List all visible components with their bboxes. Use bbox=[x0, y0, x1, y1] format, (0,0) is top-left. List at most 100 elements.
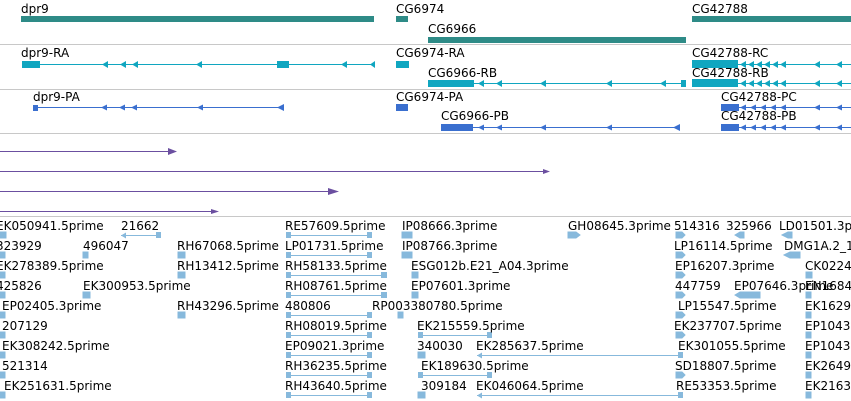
est-alignment[interactable] bbox=[0, 231, 7, 239]
transcript-cg42788-rb[interactable] bbox=[692, 79, 851, 87]
est-alignment[interactable] bbox=[0, 331, 6, 339]
est-label[interactable]: 325966 bbox=[726, 219, 772, 233]
insertion-feature[interactable] bbox=[0, 209, 219, 214]
est-label[interactable]: DMG1A.2_1 bbox=[784, 239, 851, 253]
est-alignment[interactable] bbox=[0, 291, 6, 299]
est-label[interactable]: EK285637.5prime bbox=[476, 339, 584, 353]
est-alignment[interactable] bbox=[567, 231, 581, 239]
est-alignment[interactable] bbox=[805, 291, 812, 299]
protein-label-cg6974-pa[interactable]: CG6974-PA bbox=[396, 90, 464, 104]
est-label[interactable]: EP1043 bbox=[805, 319, 851, 333]
est-label[interactable]: EK278389.5prime bbox=[0, 259, 104, 273]
est-alignment[interactable] bbox=[177, 271, 186, 279]
est-label[interactable]: EK046064.5prime bbox=[476, 379, 584, 393]
est-label[interactable]: IP08766.3prime bbox=[402, 239, 498, 253]
est-alignment[interactable] bbox=[418, 332, 492, 338]
est-label[interactable]: EN1684 bbox=[805, 279, 851, 293]
est-label[interactable]: EP07646.3prime bbox=[734, 279, 834, 293]
est-label[interactable]: 496047 bbox=[83, 239, 129, 253]
est-label[interactable]: EP02405.3prime bbox=[2, 299, 102, 313]
est-alignment[interactable] bbox=[418, 372, 492, 378]
est-alignment[interactable] bbox=[177, 311, 186, 319]
gene-span-cg42788[interactable] bbox=[692, 16, 851, 22]
est-label[interactable]: RH58133.5prime bbox=[285, 259, 387, 273]
est-alignment[interactable] bbox=[734, 231, 745, 239]
est-alignment[interactable] bbox=[0, 351, 6, 359]
est-label[interactable]: 425826 bbox=[0, 279, 42, 293]
est-alignment[interactable] bbox=[0, 311, 6, 319]
est-label[interactable]: RP003380780.5prime bbox=[372, 299, 503, 313]
est-label[interactable]: ESG012b.E21_A04.3prime bbox=[411, 259, 569, 273]
gene-label-dpr9[interactable]: dpr9 bbox=[21, 2, 49, 16]
est-label[interactable]: 21662 bbox=[121, 219, 160, 233]
est-label[interactable]: EK2649 bbox=[805, 359, 851, 373]
est-label[interactable]: 309184 bbox=[421, 379, 467, 393]
transcript-dpr9-ra[interactable] bbox=[22, 61, 375, 68]
insertion-feature[interactable] bbox=[0, 188, 339, 195]
est-alignment[interactable] bbox=[805, 311, 812, 319]
est-alignment[interactable] bbox=[417, 351, 426, 359]
est-label[interactable]: RH36235.5prime bbox=[285, 359, 387, 373]
protein-cg42788-pb[interactable] bbox=[721, 124, 851, 131]
est-label[interactable]: EP16207.3prime bbox=[675, 259, 775, 273]
protein-dpr9-pa[interactable] bbox=[33, 104, 284, 111]
est-alignment[interactable] bbox=[805, 351, 812, 359]
est-alignment[interactable] bbox=[286, 312, 372, 318]
est-alignment[interactable] bbox=[805, 371, 812, 379]
est-label[interactable]: 521314 bbox=[2, 359, 48, 373]
est-alignment[interactable] bbox=[675, 271, 686, 279]
est-alignment[interactable] bbox=[0, 391, 6, 399]
est-alignment[interactable] bbox=[805, 331, 812, 339]
est-label[interactable]: RH08019.5prime bbox=[285, 319, 387, 333]
est-alignment[interactable] bbox=[417, 391, 426, 399]
gene-span-cg6974[interactable] bbox=[396, 16, 408, 22]
est-label[interactable]: 514316 bbox=[674, 219, 720, 233]
transcript-cg6966-rb[interactable] bbox=[428, 80, 686, 87]
est-label[interactable]: IP08666.3prime bbox=[402, 219, 498, 233]
est-label[interactable]: EK2163 bbox=[805, 379, 851, 393]
est-label[interactable]: EK237707.5prime bbox=[674, 319, 782, 333]
est-alignment[interactable] bbox=[0, 251, 6, 259]
est-alignment[interactable] bbox=[411, 291, 419, 299]
est-alignment[interactable] bbox=[782, 251, 801, 259]
est-label[interactable]: RH67068.5prime bbox=[177, 239, 279, 253]
est-label[interactable]: 447759 bbox=[675, 279, 721, 293]
est-label[interactable]: RH08761.5prime bbox=[285, 279, 387, 293]
est-alignment[interactable] bbox=[82, 251, 89, 259]
gene-label-cg6966[interactable]: CG6966 bbox=[428, 22, 477, 36]
est-label[interactable]: LP16114.5prime bbox=[674, 239, 773, 253]
est-label[interactable]: EK301055.5prime bbox=[678, 339, 786, 353]
est-label[interactable]: GH08645.3prime bbox=[568, 219, 671, 233]
est-label[interactable]: EK215559.5prime bbox=[417, 319, 525, 333]
est-label[interactable]: RH13412.5prime bbox=[177, 259, 279, 273]
protein-label-dpr9-pa[interactable]: dpr9-PA bbox=[33, 90, 80, 104]
est-label[interactable]: LP15547.5prime bbox=[678, 299, 777, 313]
protein-label-cg42788-pb[interactable]: CG42788-PB bbox=[721, 109, 797, 123]
est-label[interactable]: RE57609.5prime bbox=[285, 219, 386, 233]
est-alignment[interactable] bbox=[675, 251, 686, 259]
est-alignment[interactable] bbox=[477, 392, 683, 399]
est-alignment[interactable] bbox=[675, 311, 686, 319]
est-alignment[interactable] bbox=[675, 291, 686, 299]
est-alignment[interactable] bbox=[411, 271, 419, 279]
est-label[interactable]: RH43640.5prime bbox=[285, 379, 387, 393]
est-label[interactable]: RE53353.5prime bbox=[676, 379, 777, 393]
est-alignment[interactable] bbox=[121, 232, 161, 239]
est-alignment[interactable] bbox=[675, 371, 686, 379]
est-label[interactable]: EP09021.3prime bbox=[285, 339, 385, 353]
est-alignment[interactable] bbox=[805, 271, 813, 279]
est-alignment[interactable] bbox=[286, 252, 372, 258]
est-alignment[interactable] bbox=[780, 231, 793, 239]
est-alignment[interactable] bbox=[477, 352, 683, 359]
protein-label-cg42788-pc[interactable]: CG42788-PC bbox=[721, 90, 797, 104]
est-alignment[interactable] bbox=[805, 391, 812, 399]
est-alignment[interactable] bbox=[286, 372, 372, 378]
est-label[interactable]: 480806 bbox=[285, 299, 331, 313]
est-alignment[interactable] bbox=[401, 251, 413, 259]
est-label[interactable]: CK0224 bbox=[805, 259, 851, 273]
gene-label-cg42788[interactable]: CG42788 bbox=[692, 2, 748, 16]
transcript-label-cg42788-rc[interactable]: CG42788-RC bbox=[692, 46, 769, 60]
insertion-feature[interactable] bbox=[0, 148, 177, 155]
est-alignment[interactable] bbox=[286, 332, 372, 338]
est-label[interactable]: EK300953.5prime bbox=[83, 279, 191, 293]
